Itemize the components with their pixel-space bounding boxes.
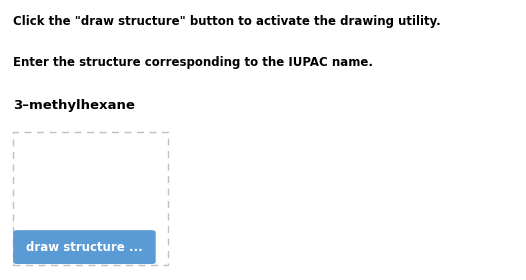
Text: draw structure ...: draw structure ... — [26, 241, 143, 254]
Text: 3–methylhexane: 3–methylhexane — [13, 99, 135, 112]
Text: Click the "draw structure" button to activate the drawing utility.: Click the "draw structure" button to act… — [13, 15, 441, 28]
FancyBboxPatch shape — [13, 230, 156, 264]
Text: Enter the structure corresponding to the IUPAC name.: Enter the structure corresponding to the… — [13, 56, 373, 69]
